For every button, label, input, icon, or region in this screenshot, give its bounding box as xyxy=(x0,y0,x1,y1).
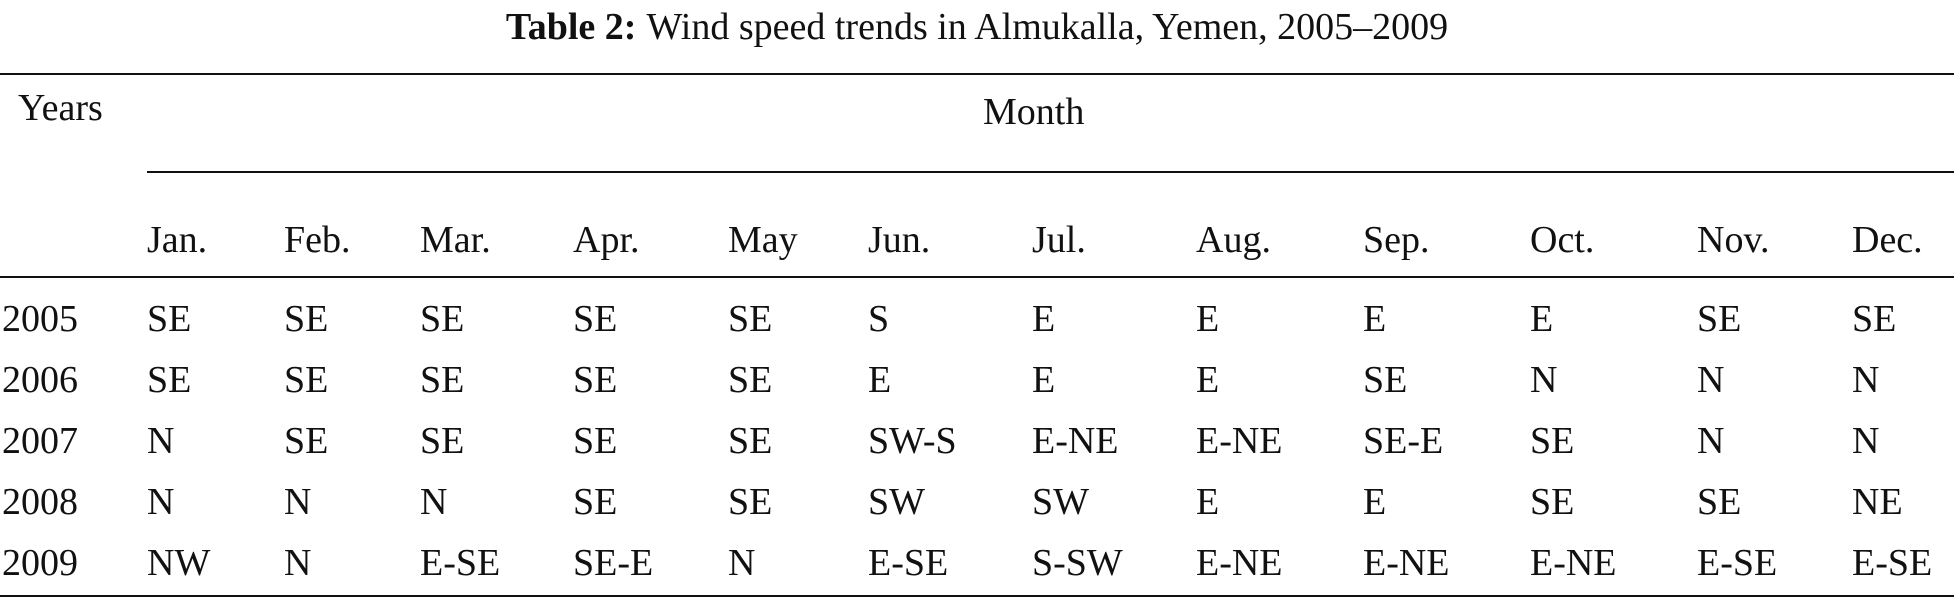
table-cell: S-SW xyxy=(1032,542,1123,584)
table-cell: N xyxy=(728,542,756,584)
table-cell: N xyxy=(420,481,448,523)
column-header-aug: Aug. xyxy=(1196,219,1271,261)
table-cell: SE xyxy=(573,481,618,523)
table-cell: E-SE xyxy=(1852,542,1933,584)
table-cell: SE xyxy=(573,359,618,401)
table-cell: SE xyxy=(1852,298,1897,340)
table-cell: SE xyxy=(420,298,465,340)
table-cell: SE-E xyxy=(1363,420,1444,462)
table-cell: SE xyxy=(728,481,773,523)
table-cell: N xyxy=(1530,359,1558,401)
table-cell: SE xyxy=(728,420,773,462)
table-cell: E xyxy=(1196,359,1220,401)
table-cell: N xyxy=(284,542,312,584)
table-cell: N xyxy=(147,481,175,523)
table-cell: SW-S xyxy=(868,420,957,462)
table-cell: E-NE xyxy=(1032,420,1119,462)
table-cell: SE xyxy=(284,298,329,340)
table-cell: SE xyxy=(728,298,773,340)
table-cell: E xyxy=(1032,359,1056,401)
row-year: 2008 xyxy=(2,481,78,523)
table-cell: SE xyxy=(284,359,329,401)
table-cell: E-SE xyxy=(868,542,949,584)
row-year: 2005 xyxy=(2,298,78,340)
table-cell: SE xyxy=(573,298,618,340)
table-cell: E-SE xyxy=(1697,542,1778,584)
table-cell: SE xyxy=(1530,481,1575,523)
column-header-oct: Oct. xyxy=(1530,219,1595,261)
table-cell: E xyxy=(1196,481,1220,523)
caption-label: Table 2: xyxy=(505,6,637,48)
column-header-nov: Nov. xyxy=(1697,219,1770,261)
table-caption: Table 2: Wind speed trends in Almukalla, … xyxy=(0,4,1954,50)
row-year: 2006 xyxy=(2,359,78,401)
table-cell: SE xyxy=(147,359,192,401)
month-group-header: Month xyxy=(983,91,1085,133)
table-cell: SE-E xyxy=(573,542,654,584)
column-header-feb: Feb. xyxy=(284,219,351,261)
table-cell: N xyxy=(1697,420,1725,462)
table-cell: SE xyxy=(420,420,465,462)
table-cell: SW xyxy=(1032,481,1089,523)
table-cell: N xyxy=(1852,359,1880,401)
table-cell: E xyxy=(868,359,892,401)
header-rule xyxy=(0,276,1954,278)
table-cell: N xyxy=(284,481,312,523)
years-header: Years xyxy=(18,87,103,129)
column-header-sep: Sep. xyxy=(1363,219,1430,261)
table-cell: E-NE xyxy=(1196,542,1283,584)
table-cell: SW xyxy=(868,481,925,523)
table-cell: E-NE xyxy=(1530,542,1617,584)
caption-text: Wind speed trends in Almukalla, Yemen, 2… xyxy=(646,6,1449,48)
table-cell: SE xyxy=(284,420,329,462)
table-cell: E-NE xyxy=(1196,420,1283,462)
table-cell: E xyxy=(1530,298,1554,340)
table-cell: S xyxy=(868,298,890,340)
table-cell: SE xyxy=(1530,420,1575,462)
top-rule xyxy=(0,73,1954,75)
table-cell: N xyxy=(1697,359,1725,401)
table-cell: SE xyxy=(1363,359,1408,401)
column-header-apr: Apr. xyxy=(573,219,640,261)
month-group-rule xyxy=(147,171,1954,173)
row-year: 2007 xyxy=(2,420,78,462)
table-cell: SE xyxy=(1697,298,1742,340)
table-cell: E xyxy=(1196,298,1220,340)
row-year: 2009 xyxy=(2,542,78,584)
column-header-jul: Jul. xyxy=(1032,219,1086,261)
table-cell: E-SE xyxy=(420,542,501,584)
column-header-jun: Jun. xyxy=(868,219,931,261)
table-cell: NE xyxy=(1852,481,1903,523)
table-cell: E xyxy=(1363,298,1387,340)
bottom-rule xyxy=(0,595,1954,597)
column-header-may: May xyxy=(728,219,798,261)
column-header-mar: Mar. xyxy=(420,219,491,261)
table-cell: E xyxy=(1363,481,1387,523)
table-cell: SE xyxy=(1697,481,1742,523)
column-header-jan: Jan. xyxy=(147,219,208,261)
table-cell: SE xyxy=(728,359,773,401)
table-cell: SE xyxy=(147,298,192,340)
table-cell: SE xyxy=(573,420,618,462)
table-cell: E-NE xyxy=(1363,542,1450,584)
table-cell: E xyxy=(1032,298,1056,340)
table-cell: NW xyxy=(147,542,211,584)
table-cell: N xyxy=(1852,420,1880,462)
table-cell: N xyxy=(147,420,175,462)
column-header-dec: Dec. xyxy=(1852,219,1923,261)
table-cell: SE xyxy=(420,359,465,401)
